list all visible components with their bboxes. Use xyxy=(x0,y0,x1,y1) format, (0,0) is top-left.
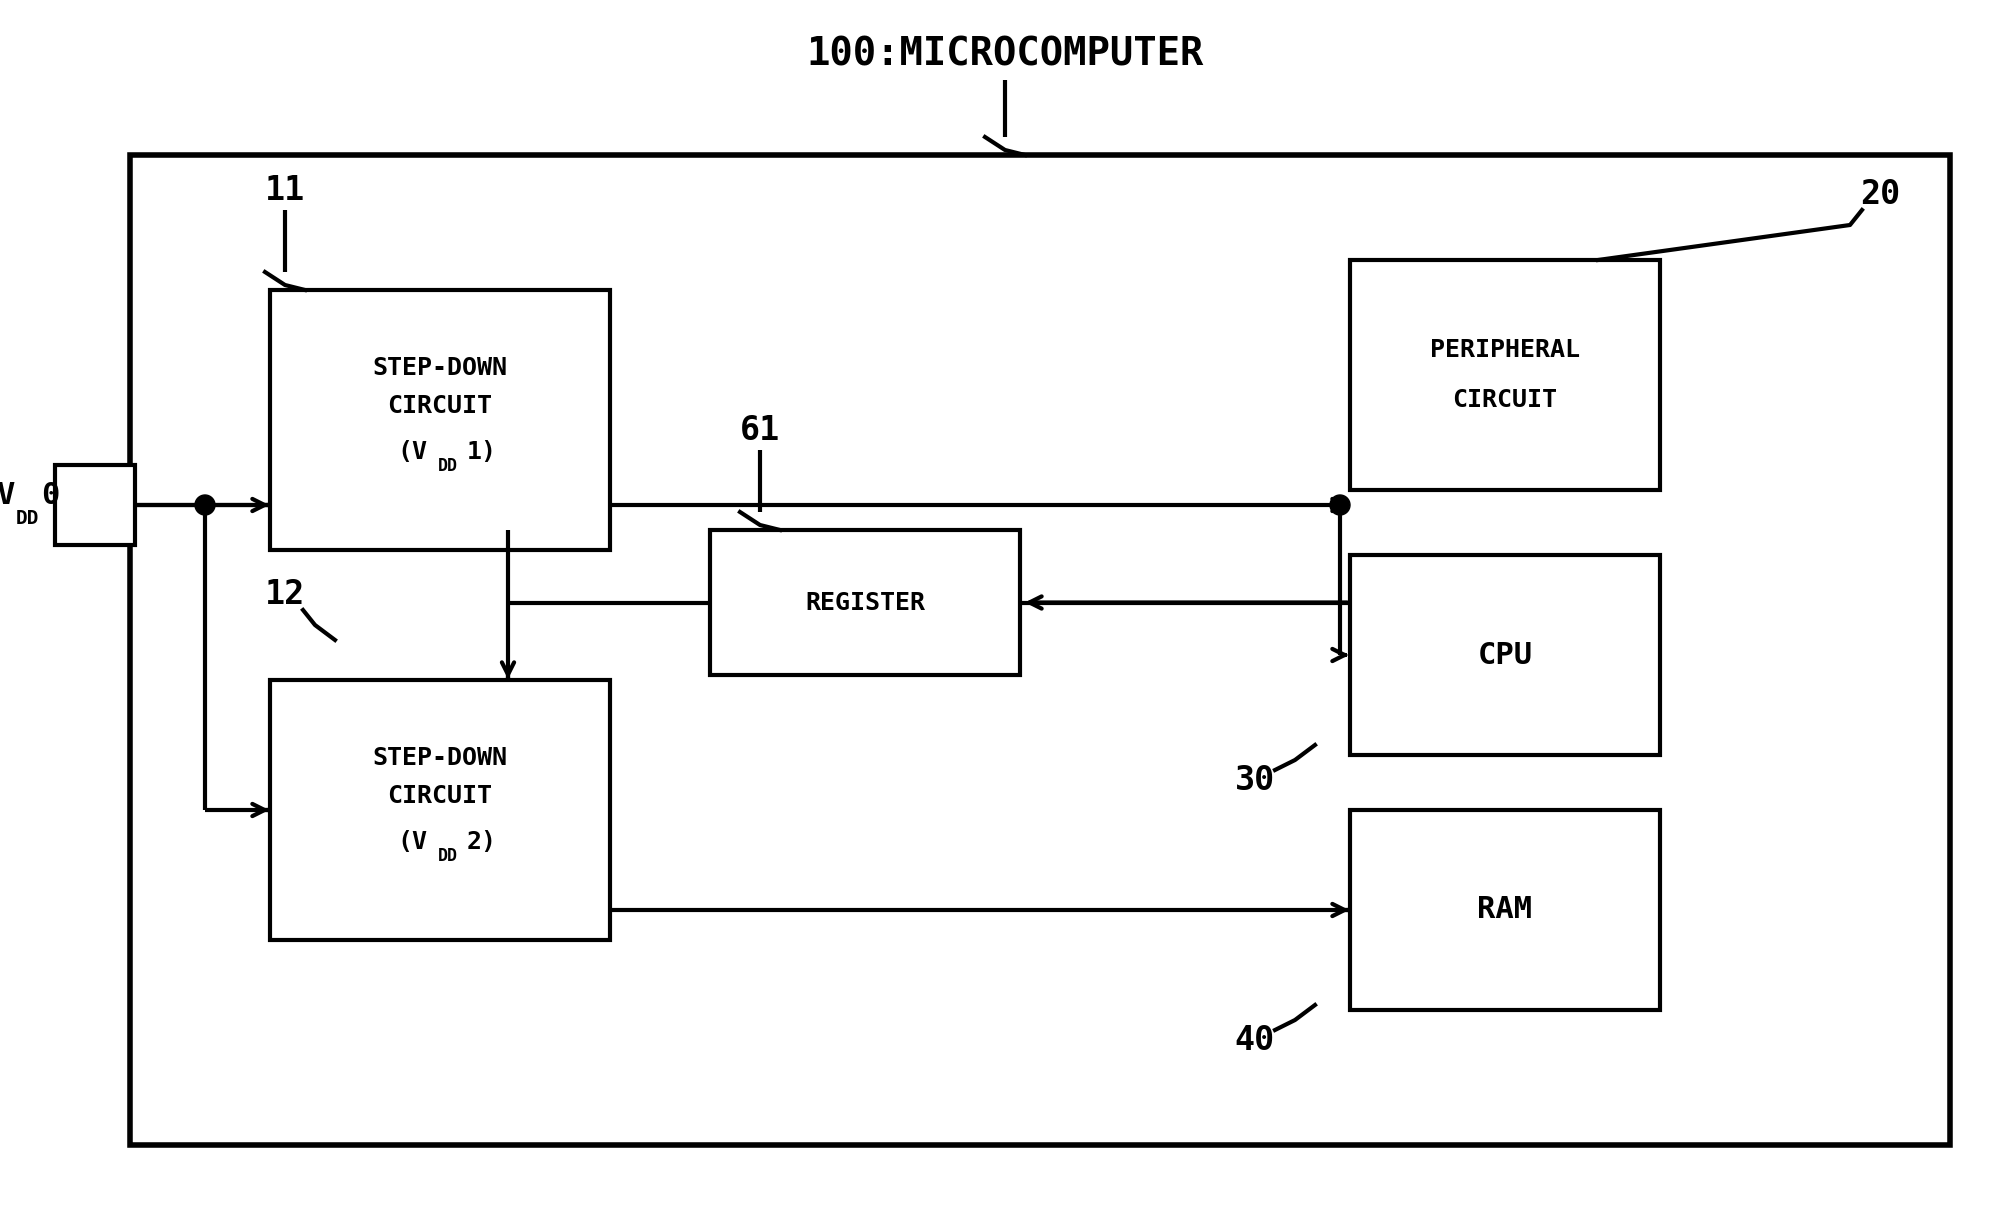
Text: 40: 40 xyxy=(1234,1023,1274,1056)
Text: DD: DD xyxy=(438,458,458,475)
Text: 11: 11 xyxy=(265,174,306,207)
Bar xyxy=(1351,811,1660,1010)
Text: 2): 2) xyxy=(466,830,496,854)
Text: V: V xyxy=(0,481,14,510)
Text: 100:MICROCOMPUTER: 100:MICROCOMPUTER xyxy=(806,37,1204,74)
Bar xyxy=(1351,555,1660,755)
Bar xyxy=(1351,260,1660,490)
Bar xyxy=(710,529,1019,675)
Text: CIRCUIT: CIRCUIT xyxy=(1453,388,1558,413)
Bar xyxy=(269,680,609,940)
Text: CIRCUIT: CIRCUIT xyxy=(388,784,492,808)
Text: REGISTER: REGISTER xyxy=(804,590,925,615)
Text: CPU: CPU xyxy=(1477,640,1532,669)
Text: 12: 12 xyxy=(265,578,306,611)
Text: STEP-DOWN: STEP-DOWN xyxy=(372,357,507,380)
Text: 0: 0 xyxy=(40,481,58,510)
Bar xyxy=(269,290,609,550)
Text: 30: 30 xyxy=(1234,763,1274,796)
Text: PERIPHERAL: PERIPHERAL xyxy=(1429,338,1580,361)
Text: 1): 1) xyxy=(466,441,496,464)
Text: (V: (V xyxy=(398,441,426,464)
Text: RAM: RAM xyxy=(1477,896,1532,925)
Text: DD: DD xyxy=(16,510,38,528)
Bar xyxy=(131,155,1950,1145)
Bar xyxy=(54,465,135,545)
Text: 61: 61 xyxy=(740,414,780,447)
Text: (V: (V xyxy=(398,830,426,854)
Text: STEP-DOWN: STEP-DOWN xyxy=(372,746,507,770)
Text: CIRCUIT: CIRCUIT xyxy=(388,394,492,417)
Circle shape xyxy=(195,495,215,515)
Circle shape xyxy=(1331,495,1351,515)
Text: 20: 20 xyxy=(1859,179,1899,212)
Text: DD: DD xyxy=(438,847,458,865)
